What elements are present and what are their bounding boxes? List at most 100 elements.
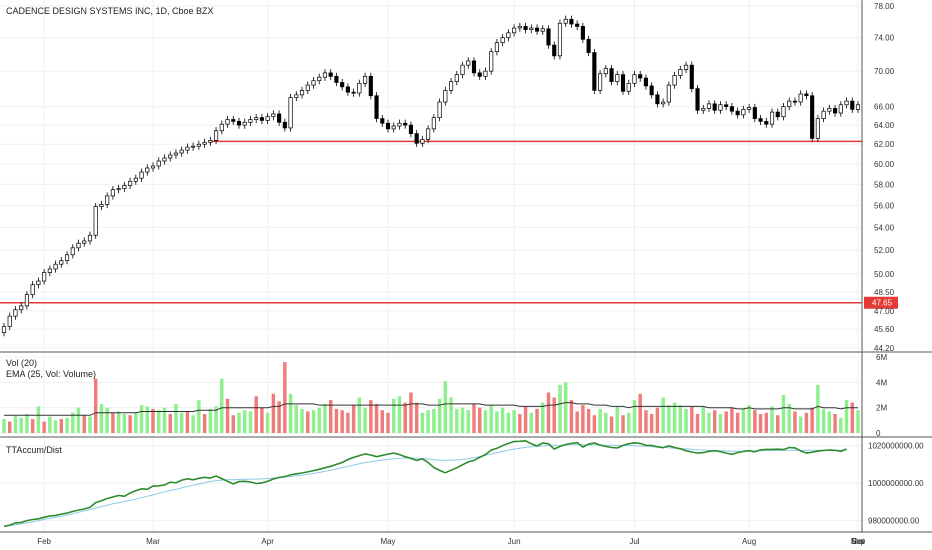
volume-bar [151,408,155,433]
candle-body [414,133,419,144]
volume-bar [787,403,791,433]
candle-body [689,64,694,89]
volume-bar [59,419,64,433]
candle-body [265,116,270,121]
candle-body [569,18,574,25]
candle-body [82,240,87,244]
volume-tick-label: 6M [876,353,887,362]
volume-bar [776,415,780,433]
volume-bar [724,411,728,433]
candle-body [575,23,580,27]
volume-bar [168,414,172,433]
candle-body [30,284,35,295]
volume-bar [105,407,109,433]
candle-body [288,97,293,129]
candle-body [99,204,104,207]
volume-bar [174,403,178,433]
candle-body [179,149,184,154]
volume-bar [552,397,556,433]
candle-body [603,68,608,75]
volume-axis[interactable]: 6M 4M 2M 0 [876,353,887,438]
volume-bar [19,417,23,433]
candle-body [173,152,179,156]
candle-body [827,108,832,112]
price-tick-label: 48.50 [874,288,895,297]
volume-bar [134,412,138,433]
volume-bar [518,414,522,433]
candle-body [93,206,98,236]
candle-body [683,64,689,70]
price-axis[interactable]: 78.00 74.00 70.00 66.00 64.00 62.00 60.00 58.00… [874,2,895,353]
candle-body [712,103,717,111]
volume-bar [690,406,694,433]
volume-bar [667,405,671,433]
candle-body [850,100,855,110]
time-tick-label: Aug [742,537,756,546]
candle-body [460,64,465,75]
candle-body [838,104,843,114]
candle-body [678,69,683,76]
accum-dist-pane[interactable]: TTAccum/Dist [0,437,862,532]
volume-bar [197,400,201,433]
candle-body [810,95,815,139]
price-pane[interactable]: 47.65 CADENCE DESIGN SYSTEMS INC, 1D, Cb… [0,0,898,352]
candle-body [380,118,385,124]
volume-bar [36,406,41,433]
candle-body [523,26,528,30]
volume-bar [718,414,723,433]
volume-bar [328,400,333,433]
candle-body [517,26,522,29]
volume-bar [558,384,562,433]
price-tick-label: 74.00 [874,34,895,43]
candle-body [345,86,350,93]
candle-body [87,234,93,242]
volume-bar [380,410,385,433]
candle-body [821,110,826,119]
volume-bar [500,407,505,433]
candle-body [133,177,138,182]
volume-bar [283,362,287,433]
candle-body [70,247,75,256]
candle-body [775,111,780,118]
candle-body [128,180,133,186]
candle-body [643,77,649,87]
volume-bar [655,407,660,433]
volume-bar [563,382,568,433]
candle-body [110,189,115,197]
volume-bar [856,410,860,433]
volume-bar [644,410,648,433]
volume-bar [8,421,12,433]
volume-bar [397,396,402,433]
price-tick-label: 58.00 [874,180,895,189]
volume-bar [581,405,585,433]
volume-bar [569,400,574,433]
volume-bar [162,407,167,433]
volume-bar [99,403,104,433]
candle-body [557,22,563,57]
accum-dist-axis[interactable]: 1020000000.00 1000000000.00 980000000.00 [868,442,924,526]
accum-dist-title: TTAccum/Dist [6,445,62,455]
volume-pane[interactable]: Vol (20) EMA (25, Vol: Volume) [0,352,862,437]
volume-bar [661,397,665,433]
candle-body [718,104,723,111]
volume-bar [535,408,539,433]
volume-bar [409,392,413,433]
volume-bar [753,410,757,433]
volume-bar [598,408,602,433]
candle-body [150,165,156,169]
volume-bar [277,401,281,433]
candle-body [363,75,368,84]
volume-bar [294,405,299,433]
candle-body [145,167,150,173]
candle-body [752,107,757,119]
volume-bar [495,411,499,433]
volume-bar [460,407,465,433]
price-tick-label: 60.00 [874,160,895,169]
candle-body [666,84,671,103]
candle-body [632,74,637,84]
volume-bar [833,414,837,433]
price-tick-label: 52.00 [874,246,895,255]
candle-body [277,113,282,123]
candle-body [368,75,373,97]
